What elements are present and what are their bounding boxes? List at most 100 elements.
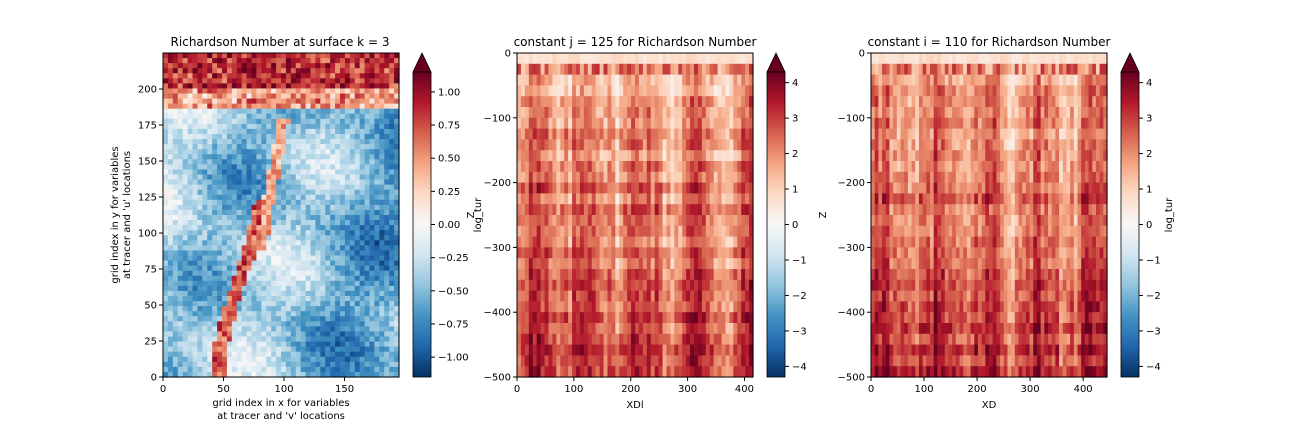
heatmap-cell: [236, 245, 243, 252]
heatmap-cell: [177, 68, 184, 74]
heatmap-cell: [354, 103, 361, 110]
heatmap-cell: [591, 323, 597, 335]
heatmap-cell: [300, 371, 307, 378]
heatmap-cell: [733, 139, 738, 151]
heatmap-cell: [285, 123, 292, 130]
heatmap-cell: [705, 301, 711, 313]
heatmap-cell: [325, 108, 331, 115]
heatmap-cell: [572, 171, 577, 184]
x-axis-label-line1: grid index in x for variables: [212, 398, 349, 409]
heatmap-cell: [226, 220, 233, 226]
heatmap-cell: [217, 250, 223, 257]
heatmap-cell: [305, 346, 312, 353]
heatmap-cell: [595, 139, 601, 151]
heatmap-cell: [281, 336, 287, 343]
heatmap-cell: [315, 93, 321, 100]
heatmap-cell: [246, 280, 253, 287]
heatmap-cell: [638, 247, 644, 259]
heatmap-cell: [226, 306, 233, 312]
heatmap-cell: [603, 53, 609, 65]
heatmap-cell: [207, 204, 213, 211]
heatmap-cell: [231, 118, 238, 125]
heatmap-cell: [379, 260, 385, 267]
heatmap-cell: [320, 316, 326, 322]
heatmap-cell: [524, 258, 530, 270]
heatmap-cell: [163, 83, 169, 90]
heatmap-cell: [713, 333, 719, 346]
heatmap-cell: [524, 269, 530, 281]
heatmap-cell: [177, 326, 184, 333]
heatmap-cell: [271, 149, 277, 155]
heatmap-cell: [642, 53, 648, 65]
heatmap-cell: [340, 123, 346, 130]
heatmap-cell: [544, 323, 550, 335]
heatmap-cell: [642, 139, 648, 151]
heatmap-cell: [579, 161, 585, 173]
heatmap-cell: [261, 260, 267, 267]
heatmap-cell: [713, 128, 719, 140]
heatmap-cell: [300, 265, 307, 272]
heatmap-cell: [374, 68, 380, 74]
heatmap-cell: [192, 230, 199, 236]
heatmap-cell: [290, 280, 297, 287]
heatmap-cell: [379, 174, 385, 181]
heatmap-cell: [369, 88, 376, 95]
heatmap-cell: [325, 123, 331, 130]
heatmap-cell: [222, 68, 228, 74]
heatmap-cell: [207, 123, 213, 130]
heatmap-cell: [197, 371, 203, 378]
heatmap-cell: [694, 182, 699, 194]
heatmap-cell: [167, 134, 174, 140]
heatmap-cell: [384, 260, 390, 267]
heatmap-cell: [310, 255, 317, 262]
heatmap-cell: [226, 371, 233, 378]
heatmap-cell: [379, 366, 385, 373]
heatmap-cell: [583, 63, 589, 76]
heatmap-cell: [266, 240, 272, 246]
heatmap-cell: [192, 204, 199, 211]
heatmap-cell: [266, 280, 272, 287]
heatmap-cell: [285, 164, 292, 171]
heatmap-cell: [172, 113, 179, 120]
heatmap-cell: [568, 215, 573, 227]
heatmap-cell: [163, 194, 169, 201]
heatmap-cell: [603, 312, 609, 324]
heatmap-cell: [517, 258, 522, 270]
heatmap-cell: [725, 171, 730, 184]
heatmap-cell: [737, 63, 742, 76]
heatmap-cell: [236, 240, 243, 246]
heatmap-cell: [591, 139, 597, 151]
heatmap-cell: [207, 275, 213, 282]
heatmap-cell: [261, 73, 267, 79]
heatmap-cell: [674, 85, 679, 97]
heatmap-cell: [226, 144, 233, 150]
heatmap-cell: [595, 269, 601, 281]
heatmap-cell: [349, 128, 356, 135]
heatmap-cell: [330, 63, 336, 69]
heatmap-cell: [646, 290, 652, 302]
heatmap-cell: [222, 159, 228, 165]
heatmap-cell: [721, 171, 727, 184]
heatmap-cell: [202, 341, 208, 348]
heatmap-cell: [694, 290, 699, 302]
heatmap-cell: [163, 88, 169, 95]
heatmap-cell: [364, 174, 371, 181]
heatmap-cell: [552, 171, 557, 184]
heatmap-cell: [344, 184, 351, 191]
heatmap-cell: [374, 356, 380, 363]
heatmap-cell: [231, 128, 238, 135]
heatmap-cell: [251, 179, 258, 186]
heatmap-cell: [623, 301, 628, 313]
heatmap-cell: [349, 189, 356, 196]
heatmap-cell: [344, 149, 351, 155]
heatmap-cell: [202, 326, 208, 333]
heatmap-cell: [231, 199, 238, 206]
heatmap-cell: [281, 275, 287, 282]
heatmap-cell: [192, 128, 199, 135]
heatmap-cell: [256, 260, 262, 267]
x-tick-label: 100: [274, 384, 293, 395]
heatmap-cell: [295, 306, 302, 312]
heatmap-cell: [745, 128, 750, 140]
heatmap-cell: [349, 230, 356, 236]
heatmap-cell: [300, 194, 307, 201]
